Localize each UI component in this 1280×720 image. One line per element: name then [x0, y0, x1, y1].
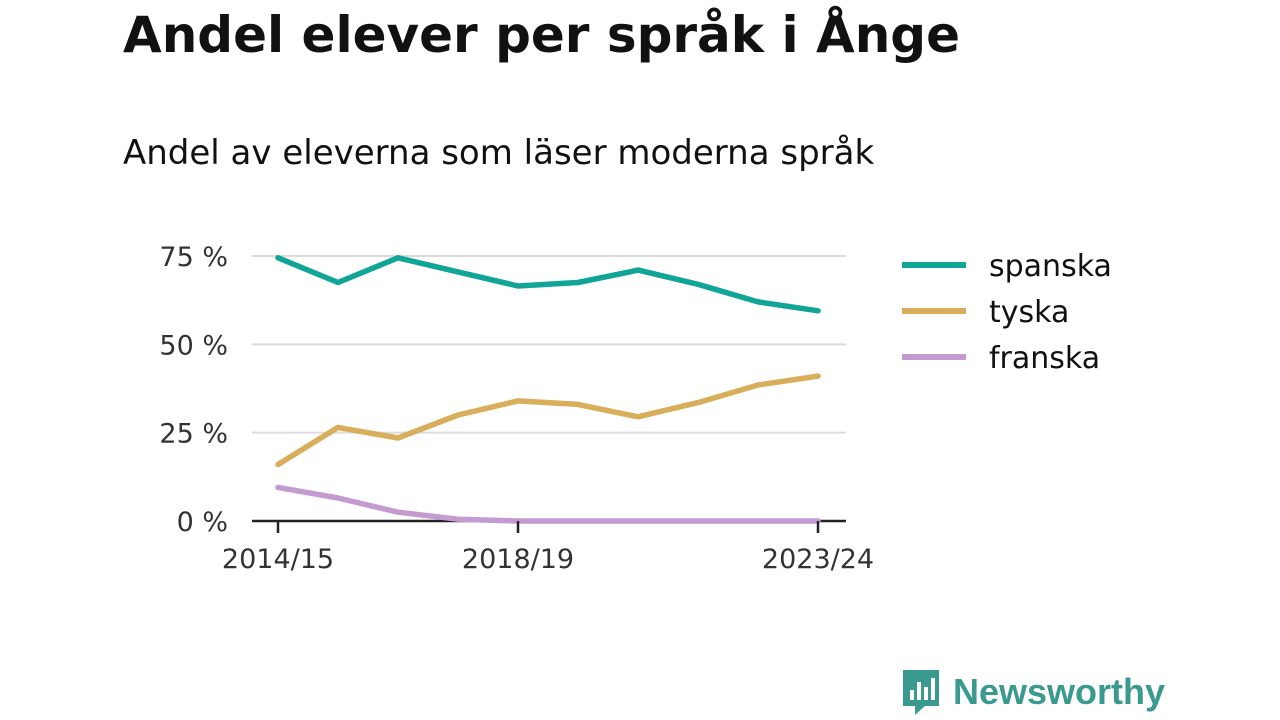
brand-logo: Newsworthy — [901, 668, 1165, 716]
legend-label-franska: franska — [989, 341, 1100, 376]
chart-title: Andel elever per språk i Ånge — [123, 6, 960, 64]
y-tick-label: 50 % — [159, 330, 228, 361]
brand-name: Newsworthy — [953, 671, 1166, 712]
y-tick-label: 25 % — [159, 419, 228, 450]
x-tick-label: 2023/24 — [762, 544, 874, 575]
x-tick-label: 2014/15 — [222, 544, 334, 575]
x-tick-label: 2018/19 — [462, 544, 574, 575]
series-line-tyska — [275, 373, 821, 468]
newsworthy-logo-icon — [903, 670, 939, 715]
chart-subtitle: Andel av eleverna som läser moderna språ… — [123, 133, 875, 173]
y-tick-label: 0 % — [177, 507, 228, 538]
legend-label-tyska: tyska — [989, 295, 1069, 330]
legend-label-spanska: spanska — [989, 249, 1112, 284]
series-line-franska — [275, 484, 821, 524]
series-line-spanska — [275, 255, 821, 314]
y-tick-label: 75 % — [159, 242, 228, 273]
